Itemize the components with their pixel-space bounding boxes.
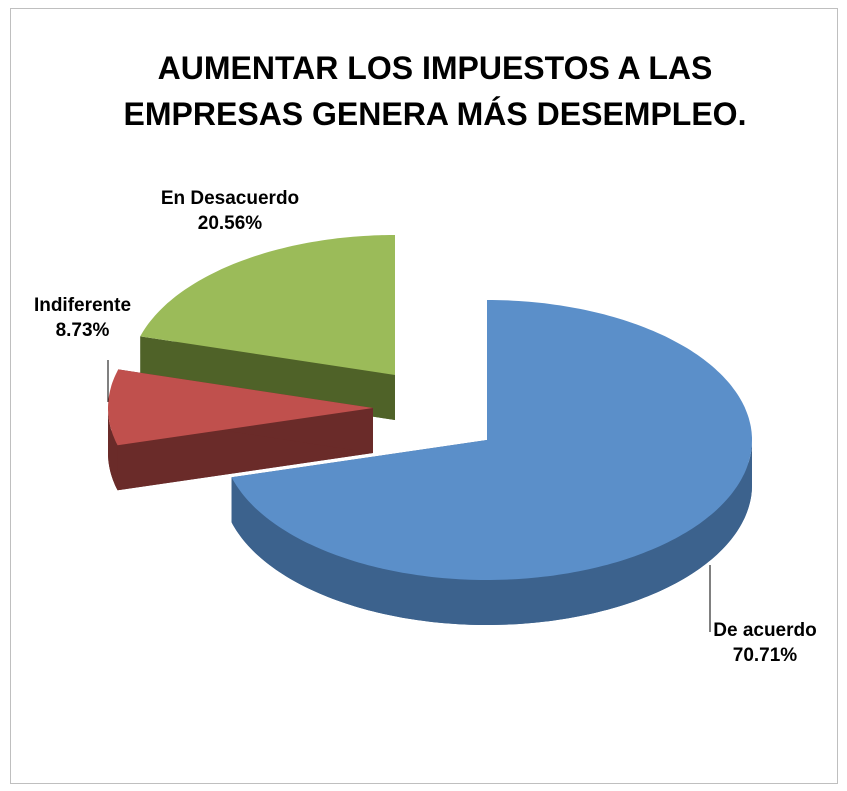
chart-frame [10,8,838,784]
label-name: De acuerdo [713,620,817,641]
pie-slices [108,235,753,625]
chart-title: AUMENTAR LOS IMPUESTOS A LAS EMPRESAS GE… [123,50,747,132]
label-value: 8.73% [55,320,110,341]
label-value: 20.56% [197,213,263,234]
slice-outer-side [231,440,753,625]
label-name: Indiferente [33,295,132,316]
slice-outer-side [108,408,118,491]
data-label: De acuerdo 70.71% [700,618,830,668]
data-label: Indiferente 8.73% [15,293,150,343]
label-value: 70.71% [732,645,798,666]
data-label: En Desacuerdo 20.56% [160,186,300,236]
slice [231,300,753,580]
slice [108,369,373,446]
label-name: En Desacuerdo [160,188,300,209]
slice [140,235,395,375]
slice-radial-side [140,336,395,420]
